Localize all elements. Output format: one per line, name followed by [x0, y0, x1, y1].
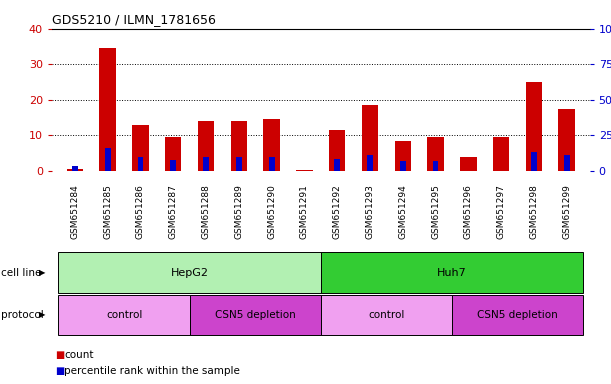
Bar [334, 159, 340, 171]
Bar [67, 169, 83, 171]
Text: GSM651288: GSM651288 [202, 184, 211, 238]
Bar [558, 109, 575, 171]
Text: GSM651287: GSM651287 [169, 184, 178, 238]
Text: GSM651290: GSM651290 [267, 184, 276, 238]
Bar [59, 295, 189, 335]
Text: GDS5210 / ILMN_1781656: GDS5210 / ILMN_1781656 [52, 13, 216, 26]
Bar [165, 137, 181, 171]
Text: cell line: cell line [1, 268, 41, 278]
Bar [460, 157, 477, 171]
Text: GSM651294: GSM651294 [398, 184, 408, 238]
Text: GSM651298: GSM651298 [529, 184, 538, 238]
Text: GSM651299: GSM651299 [562, 184, 571, 238]
Text: GSM651289: GSM651289 [234, 184, 243, 238]
Text: CSN5 depletion: CSN5 depletion [215, 310, 296, 320]
Text: GSM651286: GSM651286 [136, 184, 145, 238]
Text: percentile rank within the sample: percentile rank within the sample [64, 366, 240, 376]
Text: GSM651285: GSM651285 [103, 184, 112, 238]
Bar [137, 157, 144, 171]
Bar [100, 48, 116, 171]
Bar [269, 157, 274, 171]
Text: GSM651293: GSM651293 [365, 184, 375, 238]
Text: ▶: ▶ [38, 268, 45, 277]
Bar [198, 121, 214, 171]
Bar [263, 119, 280, 171]
Text: GSM651292: GSM651292 [332, 184, 342, 238]
Bar [230, 121, 247, 171]
Bar [170, 159, 176, 171]
Bar [236, 157, 242, 171]
Bar [59, 252, 321, 293]
Text: protocol: protocol [1, 310, 43, 320]
Bar [395, 141, 411, 171]
Text: GSM651297: GSM651297 [497, 184, 505, 238]
Bar [452, 295, 583, 335]
Bar [525, 82, 542, 171]
Bar [400, 161, 406, 171]
Bar [104, 148, 111, 171]
Text: GSM651284: GSM651284 [70, 184, 79, 238]
Bar [296, 170, 313, 171]
Text: ■: ■ [55, 366, 64, 376]
Bar [564, 155, 569, 171]
Bar [321, 295, 452, 335]
Text: HepG2: HepG2 [170, 268, 208, 278]
Text: GSM651296: GSM651296 [464, 184, 473, 238]
Bar [362, 105, 378, 171]
Bar [531, 152, 537, 171]
Text: GSM651295: GSM651295 [431, 184, 440, 238]
Text: control: control [106, 310, 142, 320]
Text: control: control [368, 310, 404, 320]
Bar [433, 161, 439, 171]
Bar [427, 137, 444, 171]
Bar [189, 295, 321, 335]
Text: count: count [64, 350, 93, 360]
Text: ■: ■ [55, 350, 64, 360]
Text: ▶: ▶ [38, 310, 45, 319]
Bar [321, 252, 583, 293]
Text: CSN5 depletion: CSN5 depletion [477, 310, 558, 320]
Bar [329, 130, 345, 171]
Bar [132, 125, 148, 171]
Bar [367, 155, 373, 171]
Text: GSM651291: GSM651291 [300, 184, 309, 238]
Bar [72, 166, 78, 171]
Bar [203, 157, 209, 171]
Bar [493, 137, 510, 171]
Text: Huh7: Huh7 [437, 268, 467, 278]
